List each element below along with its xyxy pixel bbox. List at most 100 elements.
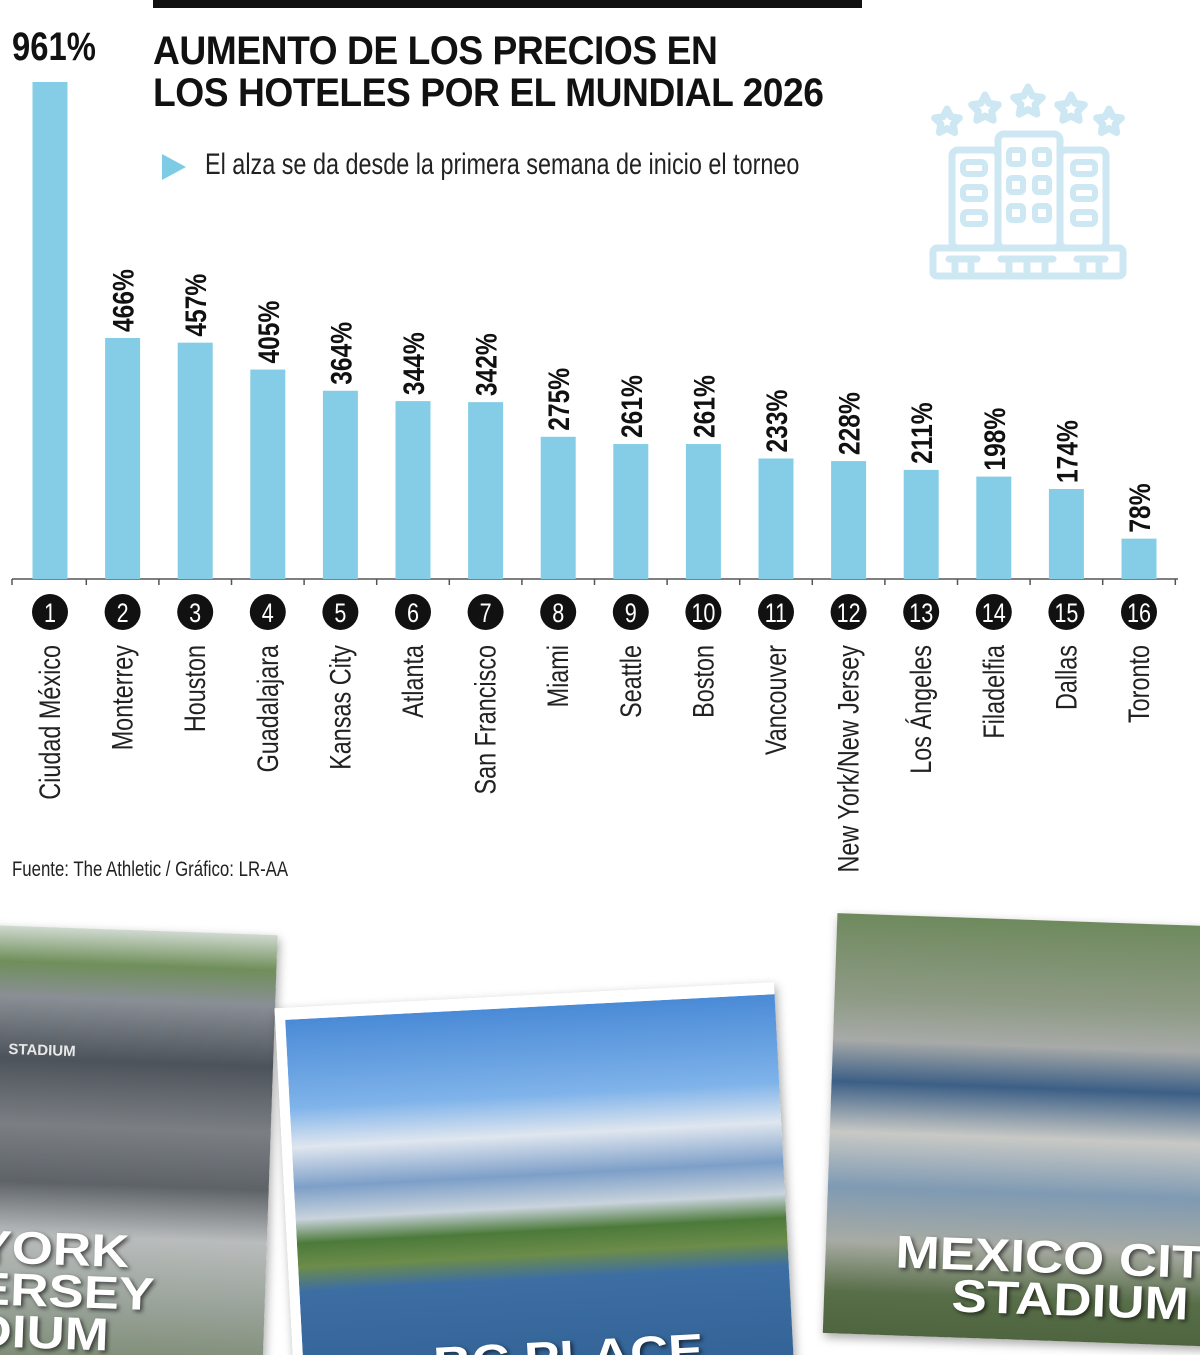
rank-number: 13 (909, 599, 933, 629)
rank-badge (612, 594, 649, 630)
rank-badge (32, 594, 68, 630)
rank-number: 14 (982, 599, 1006, 629)
star-icon (1093, 105, 1125, 136)
title-line-1: AUMENTO DE LOS PRECIOS EN (153, 29, 718, 73)
rank-number: 3 (189, 599, 201, 629)
bar (613, 444, 649, 579)
photo-estadio-azteca: MEXICO CITY STADIUM (822, 913, 1200, 1347)
rank-number: 1 (44, 599, 56, 629)
category-label: Seattle (614, 645, 647, 718)
chart-title: AUMENTO DE LOS PRECIOS EN LOS HOTELES PO… (153, 29, 824, 115)
star-icon (1054, 91, 1088, 124)
chart-subtitle: El alza se da desde la primera semana de… (205, 148, 800, 181)
bar (105, 337, 141, 579)
rank-number: 4 (262, 599, 274, 629)
category-label: Los Ángeles (904, 645, 937, 774)
photo-bc-place: BC PLACE (274, 982, 796, 1355)
rank-badge (830, 594, 867, 630)
bar (540, 436, 576, 579)
photo-metlife-stadium: YORK ERSEY DIUM STADIUM (0, 925, 278, 1355)
data-label: 466% (106, 269, 140, 332)
rank-badge (177, 594, 214, 630)
rank-number: 5 (334, 599, 346, 629)
data-label: 457% (179, 274, 213, 337)
bar (32, 82, 68, 579)
rank-badge (322, 594, 359, 630)
bar (395, 401, 431, 579)
triangle-bullet-icon (162, 154, 186, 180)
stadium-sign: STADIUM (8, 1040, 76, 1061)
caption-line: STADIUM (950, 1269, 1190, 1330)
rank-number: 16 (1127, 599, 1151, 629)
rank-badge (1121, 594, 1157, 630)
category-label: Filadelfia (977, 645, 1010, 739)
bar-chart: 961% 1 Ciudad México 466% 2 Monterrey 457% 3 Hou… (11, 24, 1178, 873)
category-label: Kansas City (324, 645, 357, 770)
source-note: Fuente: The Athletic / Gráfico: LR-AA (12, 858, 289, 881)
rank-badge (249, 594, 286, 630)
rank-badge (758, 594, 794, 630)
star-icon (968, 91, 1002, 124)
category-label: Houston (178, 645, 211, 732)
category-label: Dallas (1050, 645, 1083, 710)
bar (468, 402, 504, 579)
bar (976, 476, 1012, 579)
rank-badge (395, 594, 431, 630)
bar (1121, 538, 1157, 579)
rank-badge (104, 594, 141, 630)
data-label: 174% (1050, 420, 1084, 483)
data-label: 78% (1123, 483, 1157, 532)
rank-badge (975, 594, 1012, 630)
rank-number: 9 (625, 599, 637, 629)
data-label: 211% (905, 402, 939, 464)
data-label: 344% (397, 332, 431, 395)
category-label: Vancouver (759, 645, 792, 755)
data-label: 275% (542, 368, 576, 431)
bar (250, 369, 286, 579)
hotel-five-stars-icon (929, 83, 1127, 280)
category-label: Toronto (1122, 645, 1155, 723)
data-label: 342% (469, 333, 503, 396)
bar (831, 461, 867, 579)
data-label: 261% (687, 375, 721, 438)
category-label: Ciudad México (33, 645, 66, 800)
bar (758, 458, 794, 579)
category-label: Monterrey (106, 645, 139, 751)
category-label: Guadalajara (251, 645, 284, 772)
rank-number: 8 (552, 599, 564, 629)
title-line-2: LOS HOTELES POR EL MUNDIAL 2026 (153, 71, 824, 115)
rank-badge (467, 594, 504, 630)
star-icon (1010, 83, 1046, 118)
photo-caption: BC PLACE (432, 1323, 705, 1355)
rank-badge (540, 594, 577, 630)
data-label: 961% (12, 24, 96, 69)
rank-badge (685, 594, 722, 630)
rank-number: 11 (765, 599, 787, 629)
category-label: San Francisco (469, 645, 502, 794)
category-label: Atlanta (396, 645, 429, 718)
category-label: Boston (687, 645, 720, 718)
rank-number: 12 (837, 599, 861, 629)
photo-caption: MEXICO CITY STADIUM (893, 1225, 1200, 1330)
star-icon (931, 105, 963, 136)
rank-badge (1048, 594, 1085, 630)
bar (322, 390, 358, 579)
rank-number: 7 (480, 599, 492, 629)
rank-number: 6 (407, 599, 419, 629)
data-label: 364% (324, 322, 358, 385)
category-label: New York/New Jersey (832, 645, 865, 873)
data-label: 228% (832, 392, 866, 455)
rank-number: 10 (691, 599, 715, 629)
rank-number: 15 (1054, 599, 1078, 629)
data-label: 261% (614, 375, 648, 438)
rank-badge (903, 594, 940, 630)
category-label: Miami (541, 645, 574, 707)
bar (903, 469, 939, 579)
top-rule (153, 0, 862, 8)
bar (177, 342, 213, 579)
data-label: 405% (251, 301, 285, 364)
bar (685, 444, 721, 579)
data-label: 198% (977, 408, 1011, 471)
photo-caption: YORK ERSEY DIUM (0, 1220, 157, 1355)
